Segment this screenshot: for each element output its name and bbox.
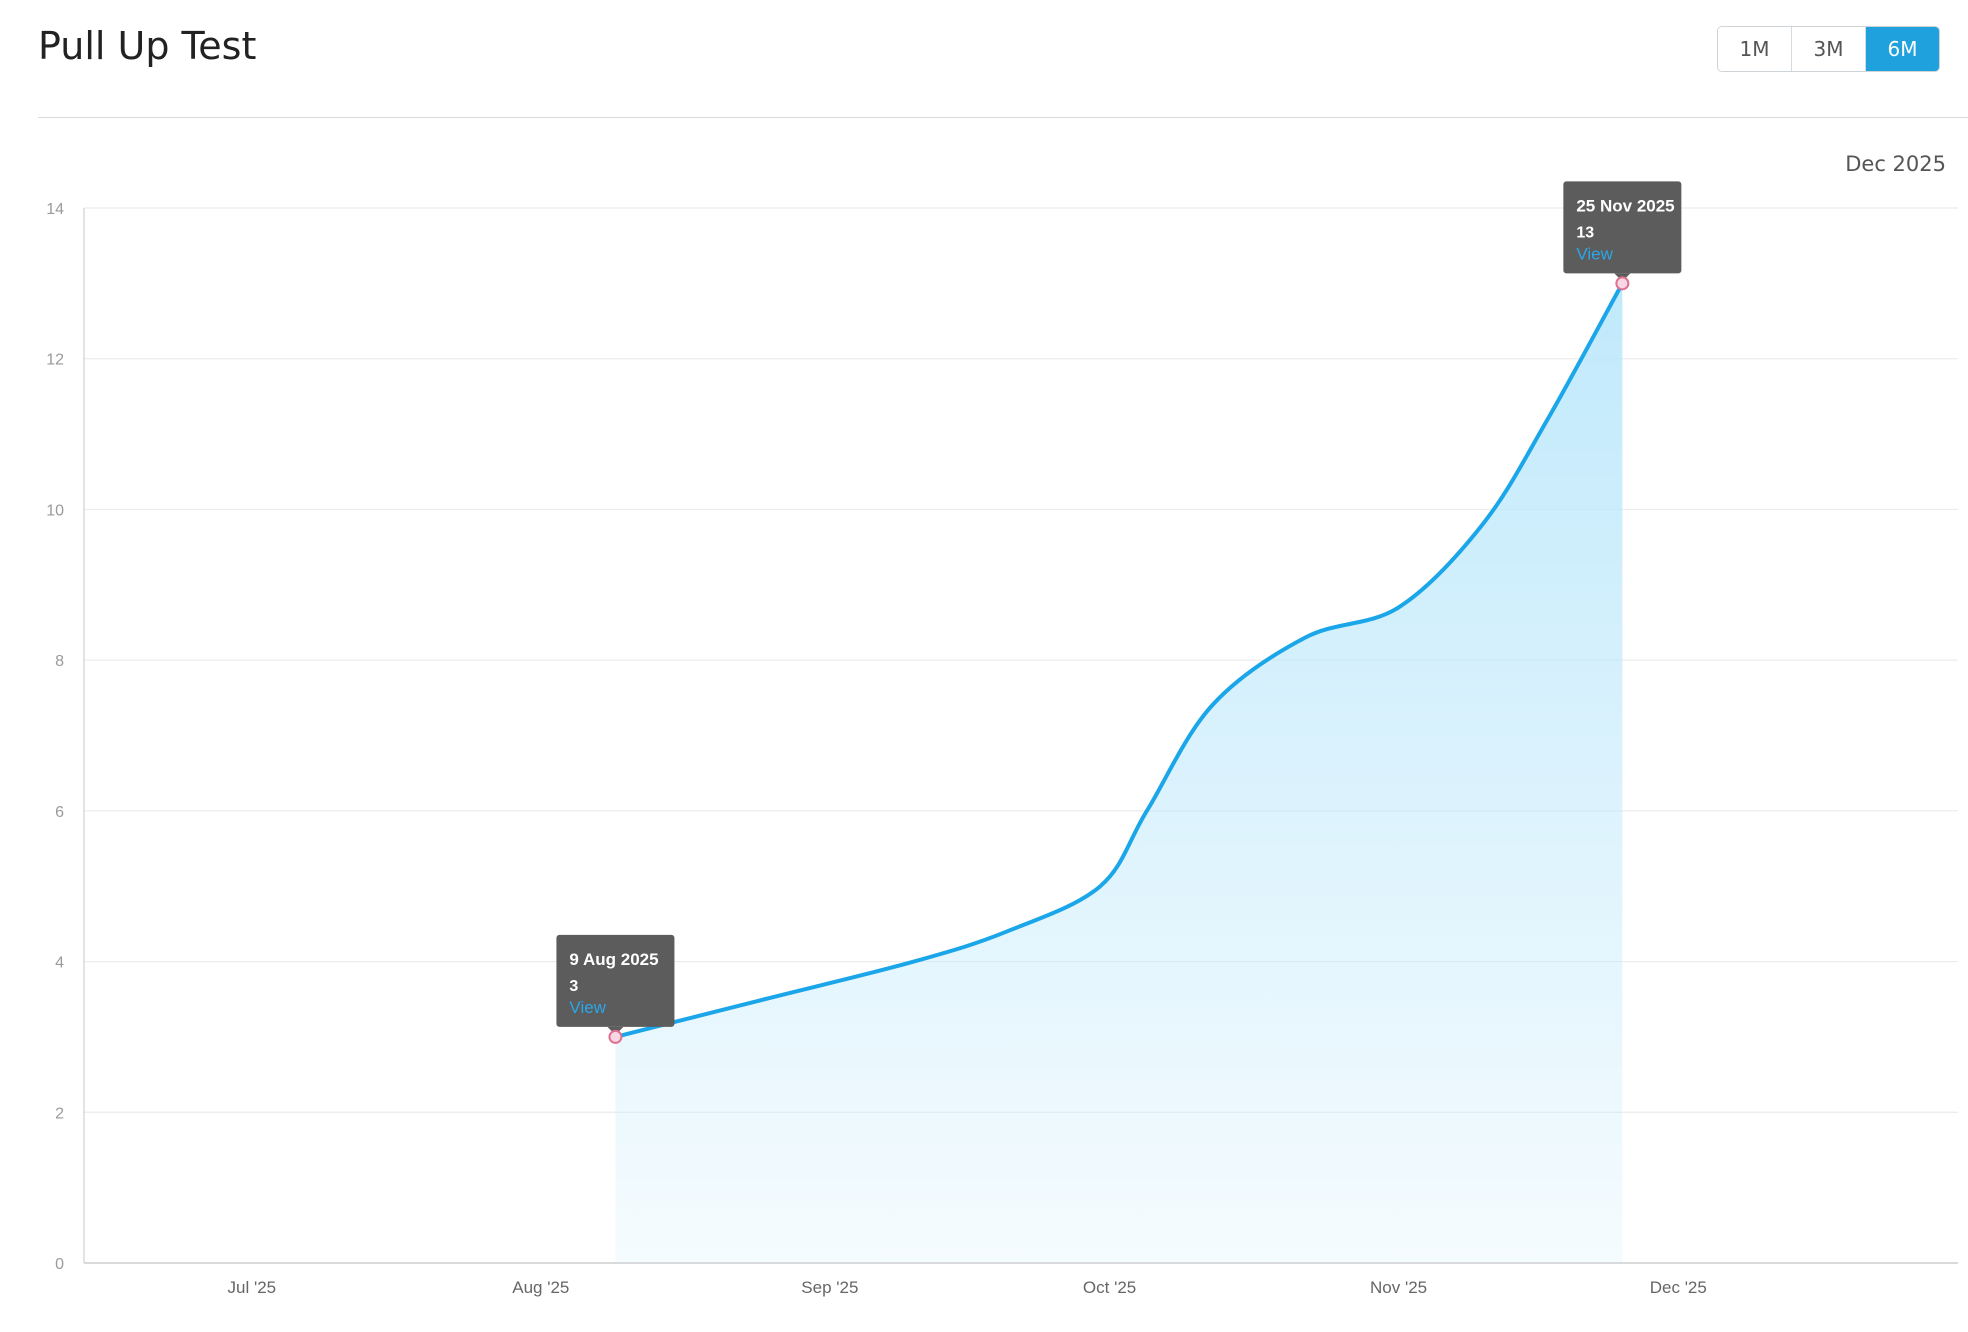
y-tick-label: 8 [55, 653, 64, 670]
x-tick-label: Jul '25 [228, 1278, 277, 1297]
tooltips: 9 Aug 2025 3 View 25 Nov 2025 13 View [556, 181, 1682, 1044]
series-fill [615, 283, 1623, 1263]
y-tick-label: 2 [55, 1105, 64, 1122]
tooltip-date: 9 Aug 2025 [569, 950, 658, 969]
y-tick-label: 12 [46, 352, 64, 369]
data-point-marker[interactable] [608, 1029, 623, 1044]
range-6m-button[interactable]: 6M [1866, 27, 1939, 71]
x-tick-label: Dec '25 [1650, 1278, 1707, 1297]
tooltip-box [1563, 181, 1682, 274]
tooltip-value: 3 [569, 978, 578, 995]
y-tick-label: 0 [55, 1256, 64, 1273]
header-divider [38, 117, 1968, 118]
y-tick-label: 4 [55, 955, 64, 972]
tooltip: 25 Nov 2025 13 View [1563, 181, 1682, 282]
tooltip-view-link[interactable]: View [569, 998, 606, 1017]
x-tick-label: Oct '25 [1083, 1278, 1136, 1297]
tooltip-date: 25 Nov 2025 [1576, 196, 1674, 215]
axes: 0 2 4 6 8 10 12 14 Jul '25 Aug '25 Sep '25 Oct '25 N… [46, 201, 1958, 1297]
tooltip-value: 13 [1576, 224, 1594, 241]
tooltip-box [556, 934, 675, 1027]
range-selector: 1M 3M 6M [1717, 26, 1940, 72]
tooltip: 9 Aug 2025 3 View [556, 934, 675, 1035]
series-area [613, 281, 1625, 1263]
x-tick-label: Sep '25 [801, 1278, 858, 1297]
y-tick-label: 6 [55, 804, 64, 821]
range-3m-button[interactable]: 3M [1792, 27, 1866, 71]
tooltip-view-link[interactable]: View [1576, 244, 1613, 263]
data-point-marker[interactable] [1615, 276, 1630, 291]
y-tick-label: 10 [46, 502, 64, 519]
series-line [613, 281, 1625, 1039]
x-tick-label: Nov '25 [1370, 1278, 1427, 1297]
y-tick-label: 14 [46, 201, 64, 218]
period-label: Dec 2025 [1845, 152, 1946, 176]
page-title: Pull Up Test [38, 24, 257, 68]
x-tick-label: Aug '25 [512, 1278, 569, 1297]
range-1m-button[interactable]: 1M [1718, 27, 1792, 71]
